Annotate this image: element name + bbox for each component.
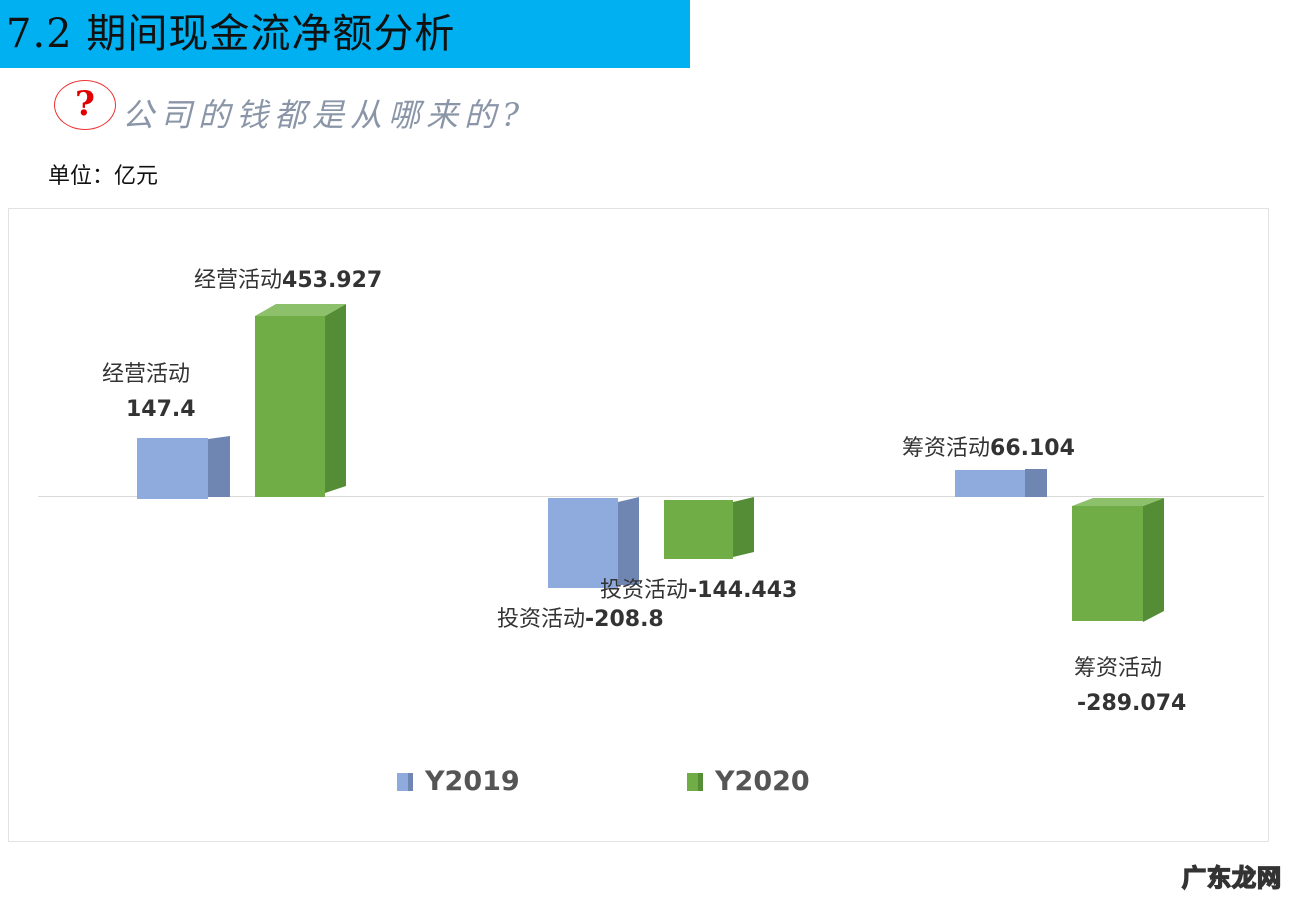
zero-axis [38,496,1264,497]
label-financing-2019: 筹资活动66.104 [902,436,1075,461]
label-operating-2019-name: 经营活动 [102,362,191,387]
unit-label: 单位：亿元 [48,164,159,189]
label-investing-2019: 投资活动-208.8 [497,607,664,632]
legend-swatch-y2020 [687,772,703,791]
subtitle: 公司的钱都是从哪来的? [122,96,526,134]
bar-financing-2019 [955,469,1047,497]
legend-y2019: Y2019 [397,766,520,797]
legend-swatch-y2019 [397,772,413,791]
label-financing-2020-name: 筹资活动 [1074,656,1163,681]
bar-operating-2020 [255,304,346,497]
watermark: 广东龙网 [1181,863,1282,893]
bar-investing-2020 [664,497,754,560]
bar-investing-2019 [548,497,639,588]
page-title: 7.2 期间现金流净额分析 [6,11,456,57]
chart-area [8,208,1269,842]
label-operating-2020: 经营活动453.927 [194,268,383,293]
bar-operating-2019 [137,436,230,499]
label-financing-2020-value: -289.074 [1077,691,1187,716]
label-operating-2019-value: 147.4 [126,397,196,422]
title-bar: 7.2 期间现金流净额分析 [0,0,690,68]
label-investing-2020: 投资活动-144.443 [600,578,798,603]
question-icon: ? [54,80,116,130]
bar-financing-2020 [1072,498,1164,622]
legend-y2020: Y2020 [687,766,810,797]
